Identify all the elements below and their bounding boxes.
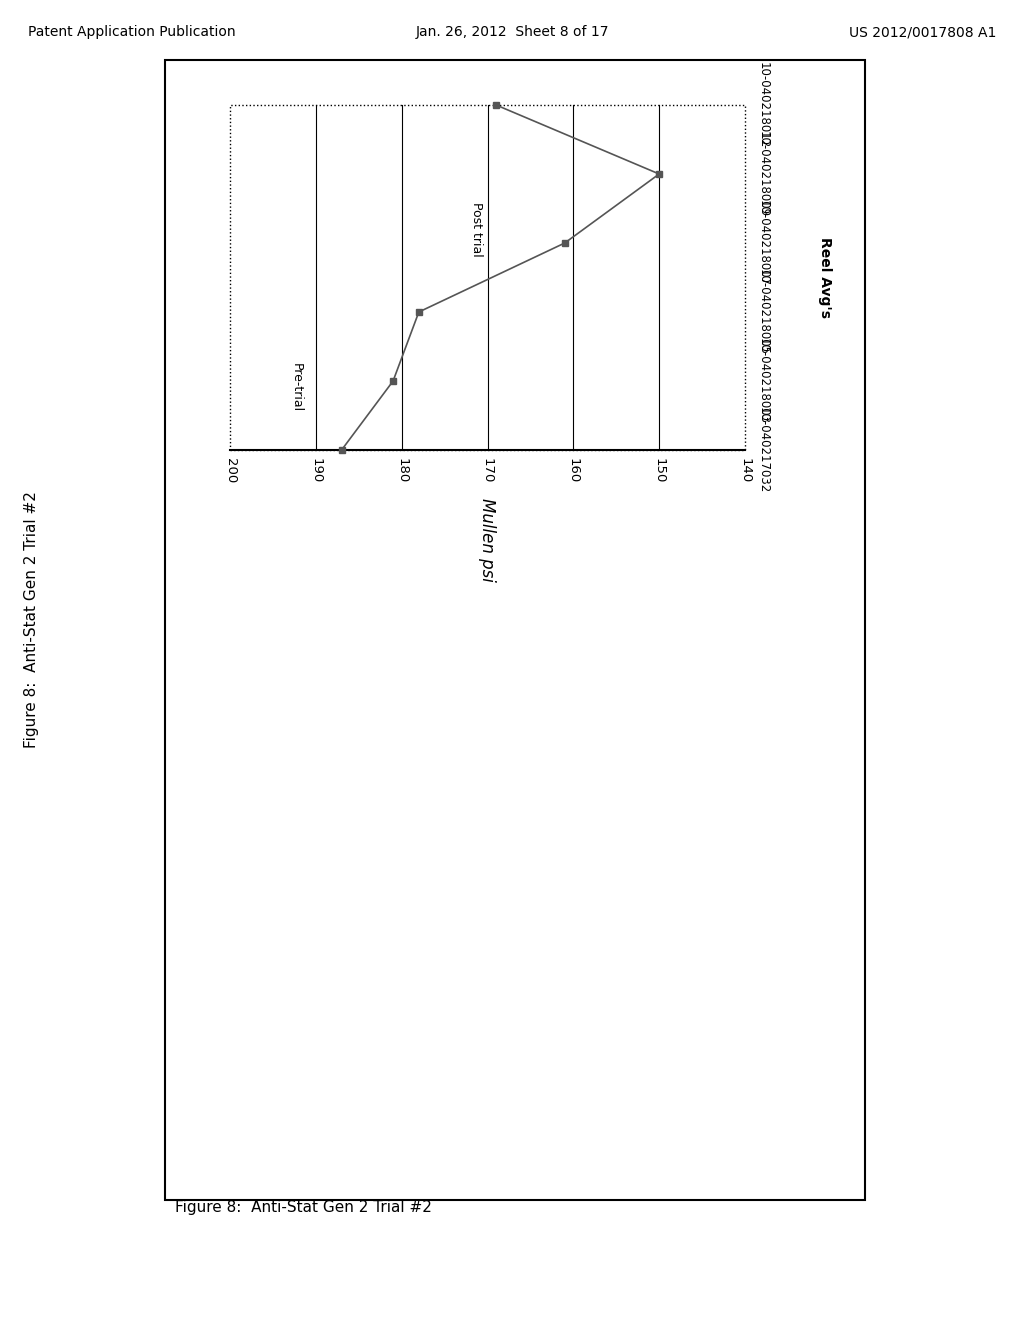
Text: 190: 190: [309, 458, 323, 483]
Bar: [165, 59, 865, 1200]
Text: Reel Avg's: Reel Avg's: [818, 238, 831, 318]
Text: Post trial: Post trial: [470, 202, 483, 257]
Text: Figure 8:  Anti-Stat Gen 2 Trial #2: Figure 8: Anti-Stat Gen 2 Trial #2: [25, 491, 40, 748]
Text: 10-040218009: 10-040218009: [757, 131, 770, 216]
Bar: [230, 106, 745, 450]
Text: Mullen psi: Mullen psi: [478, 498, 497, 582]
Text: 10-040218007: 10-040218007: [757, 199, 770, 286]
Text: 200: 200: [223, 458, 237, 483]
Text: 180: 180: [395, 458, 409, 483]
Text: Jan. 26, 2012  Sheet 8 of 17: Jan. 26, 2012 Sheet 8 of 17: [416, 25, 608, 40]
Text: 10-040217032: 10-040217032: [757, 407, 770, 494]
Text: 10-040218005: 10-040218005: [757, 269, 770, 355]
Text: Pre-trial: Pre-trial: [290, 363, 303, 412]
Text: 10-040218003: 10-040218003: [757, 338, 770, 424]
Text: 170: 170: [481, 458, 494, 483]
Text: 10-040218012: 10-040218012: [757, 62, 770, 148]
Text: 140: 140: [738, 458, 752, 483]
Text: 160: 160: [567, 458, 580, 483]
Text: US 2012/0017808 A1: US 2012/0017808 A1: [849, 25, 996, 40]
Text: Figure 8:  Anti-Stat Gen 2 Trial #2: Figure 8: Anti-Stat Gen 2 Trial #2: [175, 1200, 432, 1214]
Text: 150: 150: [652, 458, 666, 483]
Text: Patent Application Publication: Patent Application Publication: [28, 25, 236, 40]
